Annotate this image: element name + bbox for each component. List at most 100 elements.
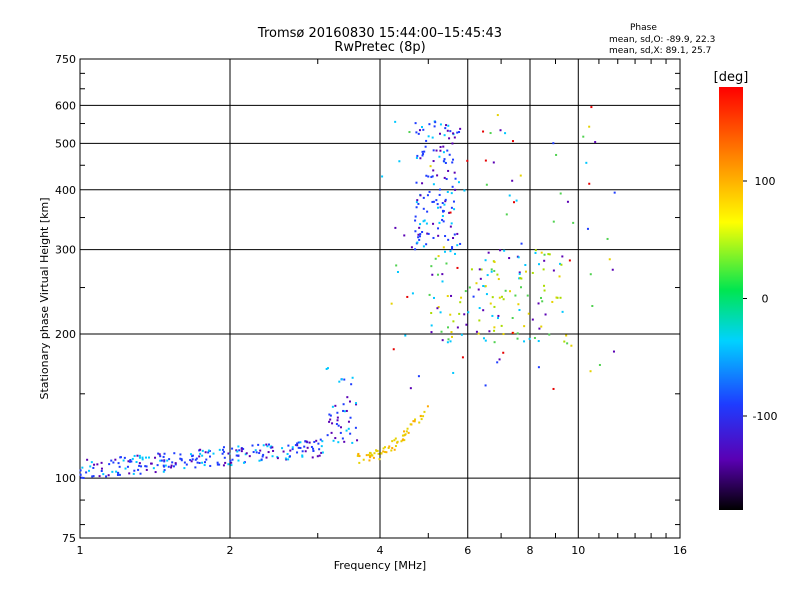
echo-point (496, 273, 499, 276)
echo-point (216, 461, 219, 464)
echo-point (448, 211, 451, 214)
echo-point (442, 160, 445, 163)
echo-point (449, 313, 452, 316)
echo-point (430, 324, 433, 327)
echo-point (157, 452, 160, 455)
echo-point (439, 149, 442, 152)
echo-point (490, 270, 493, 273)
echo-point (430, 176, 433, 179)
echo-point (402, 434, 405, 437)
echo-point (499, 249, 502, 252)
echo-point (138, 462, 141, 465)
echo-point (504, 289, 507, 292)
echo-point (367, 453, 370, 456)
echo-point (127, 460, 130, 463)
echo-point (132, 472, 135, 475)
echo-point (141, 458, 144, 461)
echo-point (566, 342, 569, 345)
echo-point (421, 182, 424, 185)
echo-point (480, 268, 483, 271)
echo-point (130, 460, 133, 463)
echo-point (408, 131, 411, 134)
echo-point (456, 326, 459, 329)
echo-point (337, 424, 340, 427)
x-tick-label: 10 (571, 544, 585, 557)
echo-point (320, 451, 323, 454)
echo-point (417, 202, 420, 205)
echo-point (412, 420, 415, 423)
echo-point (432, 169, 435, 172)
echo-point (446, 149, 449, 152)
echo-point (590, 106, 593, 109)
echo-point (115, 470, 118, 473)
echo-point (276, 455, 279, 458)
echo-point (531, 271, 534, 274)
echo-point (326, 434, 329, 437)
echo-point (369, 454, 372, 457)
echo-point (339, 426, 342, 429)
echo-point (140, 465, 143, 468)
echo-point (347, 427, 350, 430)
echo-point (444, 161, 447, 164)
echo-point (436, 174, 439, 177)
echo-point (357, 452, 360, 455)
echo-point (441, 215, 444, 218)
echo-point (96, 463, 99, 466)
echo-point (461, 356, 464, 359)
echo-point (453, 136, 456, 139)
echo-point (391, 447, 394, 450)
echo-point (439, 206, 442, 209)
echo-point (166, 459, 169, 462)
echo-point (223, 456, 226, 459)
echo-point (170, 466, 173, 469)
echo-point (414, 418, 417, 421)
echo-point (141, 456, 144, 459)
echo-point (438, 193, 441, 196)
echo-point (244, 453, 247, 456)
echo-point (378, 458, 381, 461)
echo-point (158, 453, 161, 456)
y-tick-label: 750 (55, 53, 76, 66)
echo-point (403, 430, 406, 433)
echo-point (559, 192, 562, 195)
echo-point (375, 449, 378, 452)
echo-point (368, 459, 371, 462)
echo-point (440, 330, 443, 333)
echo-point (427, 135, 430, 138)
echo-point (403, 439, 406, 442)
echo-point (133, 469, 136, 472)
echo-point (414, 219, 417, 222)
echo-point (100, 467, 103, 470)
echo-point (382, 447, 385, 450)
echo-point (552, 142, 555, 145)
echo-point (91, 475, 94, 478)
echo-point (409, 387, 412, 390)
echo-point (498, 358, 501, 361)
echo-point (199, 448, 202, 451)
echo-point (504, 132, 507, 135)
echo-point (428, 293, 431, 296)
echo-point (118, 473, 121, 476)
echo-point (445, 262, 448, 265)
echo-point (419, 194, 422, 197)
echo-point (452, 371, 455, 374)
echo-point (444, 198, 447, 201)
echo-point (511, 140, 514, 143)
echo-point (538, 327, 541, 330)
echo-point (272, 449, 275, 452)
echo-point (148, 456, 151, 459)
echo-point (552, 220, 555, 223)
echo-point (112, 461, 115, 464)
echo-point (183, 467, 186, 470)
echo-point (450, 331, 453, 334)
echo-point (508, 257, 511, 260)
echo-point (85, 471, 88, 474)
echo-point (297, 446, 300, 449)
echo-point (519, 277, 522, 280)
echo-point (199, 452, 202, 455)
echo-point (297, 441, 300, 444)
echo-point (139, 472, 142, 475)
echo-point (235, 449, 238, 452)
x-tick-label: 6 (464, 544, 471, 557)
echo-point (448, 153, 451, 156)
